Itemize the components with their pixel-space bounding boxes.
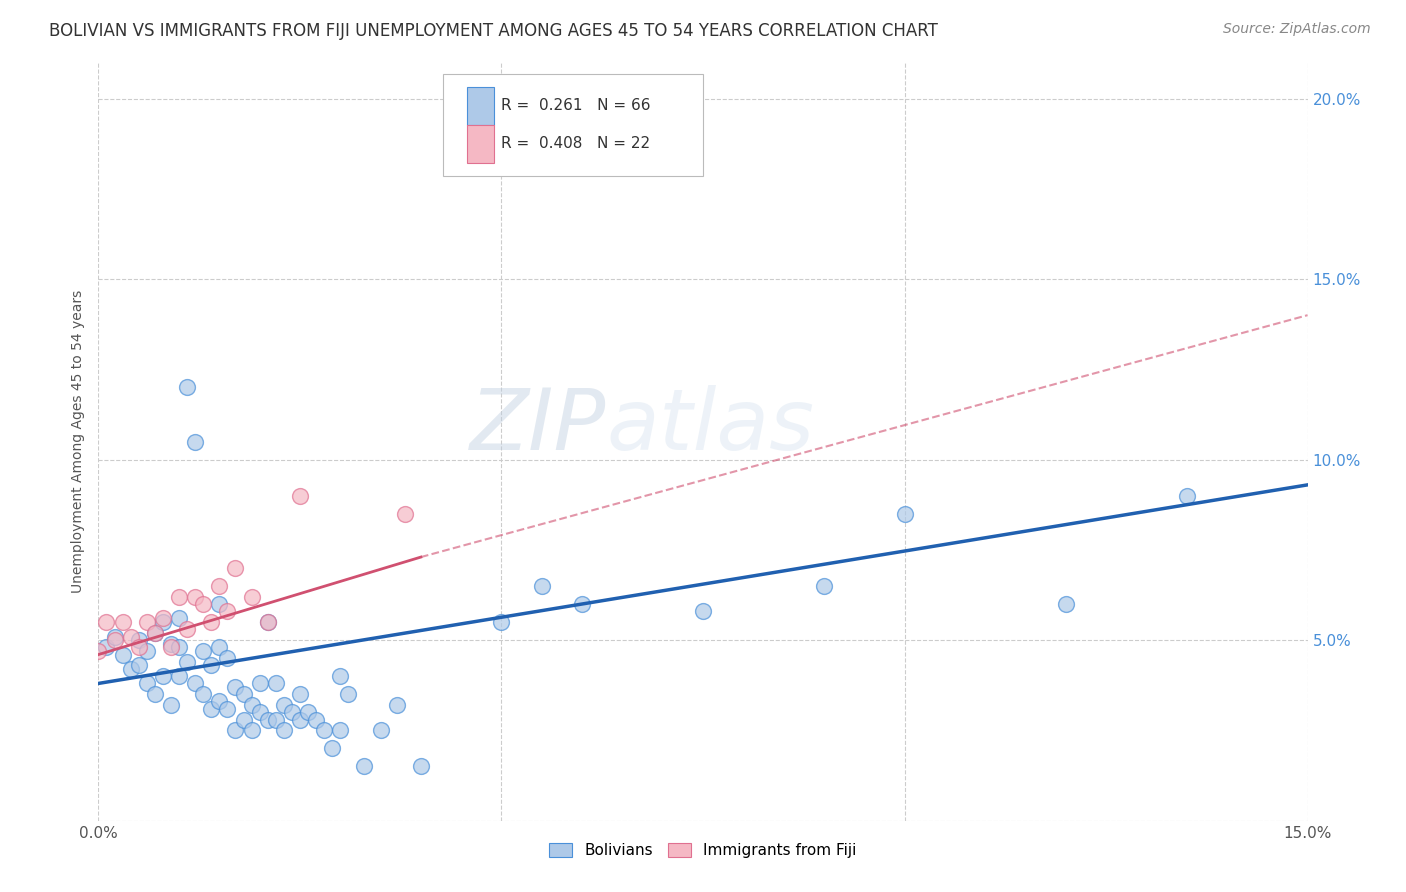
Point [232, 713, 254, 727]
Point [160, 637, 183, 651]
Point [96, 615, 118, 629]
Point [184, 590, 207, 604]
Point [160, 698, 183, 712]
Text: atlas: atlas [606, 384, 814, 468]
Point [167, 640, 190, 655]
Point [288, 713, 311, 727]
Point [264, 713, 287, 727]
Point [103, 633, 125, 648]
Point [224, 680, 246, 694]
Point [256, 713, 278, 727]
Legend: Bolivians, Immigrants from Fiji: Bolivians, Immigrants from Fiji [541, 836, 865, 866]
Point [232, 687, 254, 701]
Point [314, 723, 336, 738]
Point [240, 723, 263, 738]
Point [200, 702, 222, 716]
Point [152, 611, 174, 625]
Point [87, 644, 110, 658]
Point [184, 676, 207, 690]
Point [1054, 597, 1077, 611]
Text: BOLIVIAN VS IMMIGRANTS FROM FIJI UNEMPLOYMENT AMONG AGES 45 TO 54 YEARS CORRELAT: BOLIVIAN VS IMMIGRANTS FROM FIJI UNEMPLO… [49, 22, 938, 40]
Point [103, 630, 125, 644]
Text: R =  0.408   N = 22: R = 0.408 N = 22 [501, 136, 650, 151]
Point [167, 590, 190, 604]
Bar [467, 125, 494, 162]
FancyBboxPatch shape [443, 74, 703, 177]
Point [200, 615, 222, 629]
Point [135, 615, 157, 629]
Point [200, 658, 222, 673]
Point [249, 676, 271, 690]
Point [256, 615, 278, 629]
Text: ZIP: ZIP [470, 384, 606, 468]
Point [385, 698, 408, 712]
Point [193, 687, 215, 701]
Point [217, 604, 239, 618]
Point [128, 640, 150, 655]
Point [353, 759, 375, 773]
Point [409, 759, 432, 773]
Point [217, 702, 239, 716]
Point [692, 604, 714, 618]
Point [264, 676, 287, 690]
Point [176, 622, 198, 636]
Point [152, 669, 174, 683]
Point [813, 579, 835, 593]
Point [329, 669, 352, 683]
Point [249, 706, 271, 720]
Point [152, 615, 174, 629]
Point [160, 640, 183, 655]
Point [491, 615, 513, 629]
Point [128, 658, 150, 673]
Point [288, 687, 311, 701]
Point [329, 723, 352, 738]
Point [305, 713, 328, 727]
Point [176, 655, 198, 669]
Y-axis label: Unemployment Among Ages 45 to 54 years: Unemployment Among Ages 45 to 54 years [72, 290, 86, 593]
Point [143, 626, 166, 640]
Point [273, 723, 295, 738]
Point [135, 676, 157, 690]
Point [281, 706, 304, 720]
Point [143, 626, 166, 640]
Point [167, 669, 190, 683]
Point [571, 597, 593, 611]
Point [893, 507, 915, 521]
Text: Source: ZipAtlas.com: Source: ZipAtlas.com [1223, 22, 1371, 37]
Bar [467, 87, 494, 125]
Point [240, 698, 263, 712]
Point [176, 380, 198, 394]
Point [135, 644, 157, 658]
Point [224, 723, 246, 738]
Point [288, 489, 311, 503]
Point [297, 706, 319, 720]
Point [208, 694, 231, 708]
Point [370, 723, 392, 738]
Point [217, 651, 239, 665]
Point [120, 662, 142, 676]
Point [337, 687, 360, 701]
Point [240, 590, 263, 604]
Point [208, 579, 231, 593]
Point [321, 741, 343, 756]
Point [224, 561, 246, 575]
Point [394, 507, 416, 521]
Point [128, 633, 150, 648]
Point [111, 648, 134, 662]
Point [184, 434, 207, 449]
Point [167, 611, 190, 625]
Point [208, 597, 231, 611]
Point [530, 579, 553, 593]
Point [96, 640, 118, 655]
Point [120, 630, 142, 644]
Point [111, 615, 134, 629]
Text: R =  0.261   N = 66: R = 0.261 N = 66 [501, 98, 651, 113]
Point [193, 597, 215, 611]
Point [143, 687, 166, 701]
Point [193, 644, 215, 658]
Point [1175, 489, 1198, 503]
Point [273, 698, 295, 712]
Point [256, 615, 278, 629]
Point [208, 640, 231, 655]
